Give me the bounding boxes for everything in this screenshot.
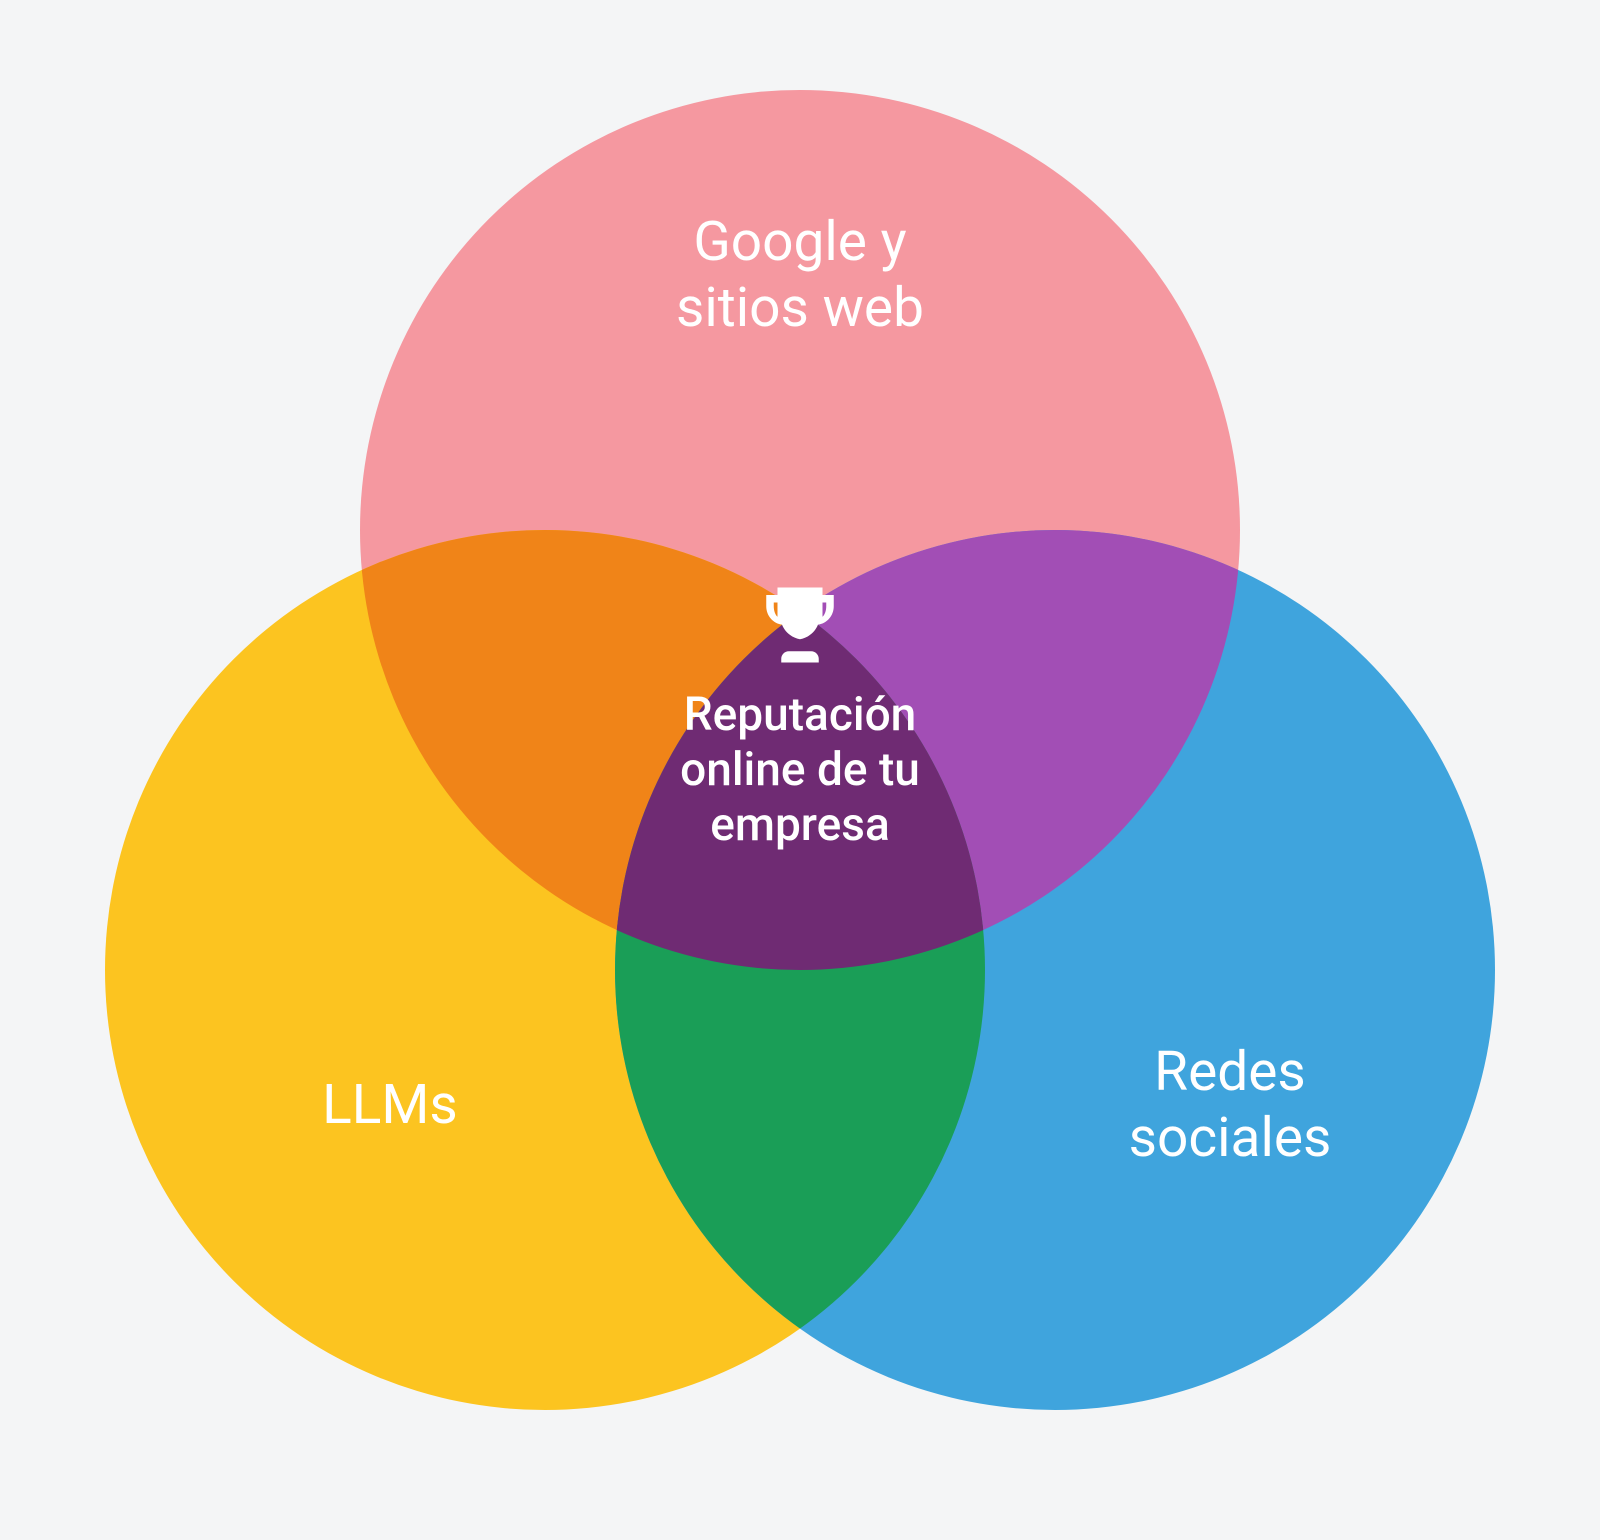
circle-label-top: Google y sitios web [500,209,1100,341]
circle-label-left: LLMs [90,1072,690,1138]
venn-center: Reputación online de tu empresa [550,580,1050,854]
trophy-icon [755,580,845,670]
venn-center-label: Reputación online de tu empresa [680,688,920,854]
circle-label-right: Redes sociales [930,1039,1530,1171]
venn-diagram: Google y sitios web LLMs Redes sociales … [0,0,1600,1536]
